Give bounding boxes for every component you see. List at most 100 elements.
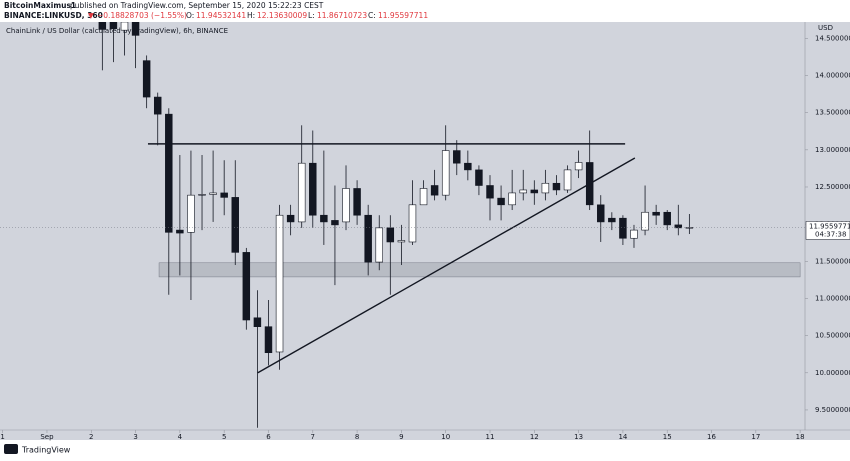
chart-background: [0, 22, 850, 440]
candle-body: [674, 224, 683, 229]
candle-body: [552, 182, 561, 191]
candle-body: [264, 326, 273, 354]
candle-body: [187, 194, 195, 233]
candle-body: [153, 96, 162, 115]
candle-body: [619, 217, 627, 239]
x-tick-label: 12: [530, 433, 539, 441]
plot: [98, 22, 801, 428]
candle-body: [630, 229, 638, 239]
candle-body: [320, 214, 328, 223]
candle-body: [375, 227, 383, 263]
x-tick-label: 9: [399, 433, 403, 441]
candle-body: [685, 227, 694, 229]
y-tick-label: 10.00000000: [815, 369, 850, 377]
candle-body: [275, 214, 284, 353]
change: −0.18828703 (−1.55%): [97, 11, 187, 20]
y-tick-label: 14.00000000: [815, 72, 850, 80]
candle-body: [519, 189, 527, 194]
candle-body: [541, 182, 550, 194]
countdown: 04:37:38: [815, 230, 846, 238]
candle-body: [486, 185, 494, 199]
x-tick-label: 13: [574, 433, 583, 441]
candle-body: [353, 188, 361, 216]
candle-body: [176, 229, 184, 234]
symbol: BINANCE:LINKUSD, 360: [4, 11, 103, 20]
y-tick-label: 10.50000000: [815, 332, 850, 340]
open-value: 11.94532141: [196, 11, 246, 20]
candle-body: [419, 188, 428, 206]
candle-body: [563, 169, 572, 191]
candle-body: [408, 204, 417, 243]
y-tick-label: 11.00000000: [815, 294, 850, 302]
published-note: published on TradingView.com, September …: [70, 1, 324, 10]
candle-body: [242, 252, 251, 321]
x-tick-label: 17: [751, 433, 760, 441]
candle-body: [98, 22, 107, 30]
x-tick-label: 7: [311, 433, 315, 441]
candle-body: [231, 197, 239, 253]
support-zone: [158, 262, 801, 278]
x-tick-label: 3: [133, 433, 137, 441]
candle-body: [663, 211, 671, 226]
brand: TradingView: [21, 446, 71, 455]
last-price-box: [805, 221, 850, 240]
publisher: BitcoinMaximus1: [4, 1, 76, 10]
candle-body: [608, 217, 616, 223]
brand-logo: [4, 444, 18, 454]
candle-body: [397, 240, 406, 243]
candle-body: [131, 22, 140, 36]
candle-body: [386, 227, 395, 243]
candle-body: [253, 317, 262, 327]
x-tick-label: 14: [618, 433, 627, 441]
low-label: L:: [308, 11, 315, 20]
x-tick-label: Sep: [40, 433, 54, 441]
x-tick-label: 11: [486, 433, 495, 441]
x-tick-label: 1: [0, 433, 4, 441]
x-tick-label: 10: [441, 433, 450, 441]
candle-body: [574, 162, 583, 171]
y-tick-label: 9.50000000: [815, 406, 850, 414]
x-tick-label: 6: [266, 433, 271, 441]
x-tick-label: 15: [663, 433, 672, 441]
close-value: 11.95597711: [378, 11, 428, 20]
candle-body: [497, 197, 505, 206]
candle-body: [652, 211, 660, 216]
candle-body: [364, 214, 372, 263]
candle-body: [475, 169, 483, 186]
candle-body: [342, 188, 350, 223]
candle-body: [142, 60, 151, 98]
y-tick-label: 13.50000000: [815, 109, 850, 117]
y-tick-label: 14.50000000: [815, 34, 850, 42]
x-tick-label: 4: [178, 433, 183, 441]
low-value: 11.86710723: [317, 11, 367, 20]
candle-body: [508, 192, 516, 206]
x-tick-label: 2: [89, 433, 93, 441]
candle-body: [430, 185, 439, 196]
close-label: C:: [368, 11, 376, 20]
candle-body: [453, 150, 461, 164]
trend-line: [257, 157, 636, 374]
last-price: 11.95597711: [809, 222, 850, 230]
candle-body: [441, 150, 450, 196]
x-tick-label: 5: [222, 433, 226, 441]
candle-body: [198, 194, 206, 196]
y-tick-label: 13.00000000: [815, 146, 850, 154]
candle-body: [597, 204, 605, 223]
candle-body: [530, 189, 539, 194]
high-label: H:: [247, 11, 255, 20]
candle-body: [209, 192, 217, 195]
open-label: O:: [186, 11, 194, 20]
x-tick-label: 16: [707, 433, 716, 441]
y-tick-label: 12.50000000: [815, 183, 850, 191]
candle-body: [120, 22, 129, 31]
candle-body: [641, 211, 649, 231]
candle-body: [220, 192, 228, 198]
candle-body: [297, 162, 306, 223]
y-tick-label: 11.50000000: [815, 257, 850, 265]
candle-body: [309, 162, 317, 216]
change-arrow: ▼: [88, 11, 94, 20]
chart-subtitle: ChainLink / US Dollar (calculated by Tra…: [6, 27, 228, 35]
x-tick-label: 8: [355, 433, 359, 441]
candle-body: [286, 214, 295, 223]
